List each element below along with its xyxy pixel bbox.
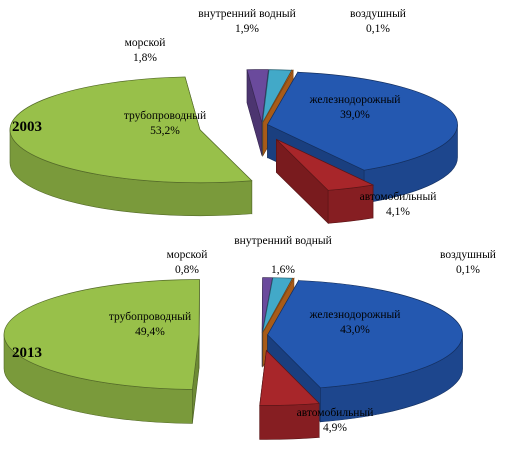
chart-title-2013: 2013 xyxy=(12,345,42,361)
chart-title-2003: 2003 xyxy=(12,119,42,135)
slice-top-rail xyxy=(267,280,463,389)
slice-value-sea-2013: 0,8% xyxy=(175,264,199,276)
slice-label-pipeline-2003: трубопроводный xyxy=(124,110,206,122)
slice-top-pipeline xyxy=(3,279,200,390)
pie-chart-2003 xyxy=(9,69,458,225)
slice-top-air xyxy=(262,69,294,123)
slice-label-road-2003: автомобильный xyxy=(360,191,437,203)
slice-top-road xyxy=(276,139,375,191)
slice-label-rail-2003: железнодорожный xyxy=(309,94,401,106)
slice-value-sea-2003: 1,8% xyxy=(133,52,157,64)
slice-value-air-2013: 0,1% xyxy=(456,264,480,276)
slice-label-pipeline-2013: трубопроводный xyxy=(109,311,191,323)
slice-label-road-2013: автомобильный xyxy=(297,407,374,419)
slice-label-sea-2013: морской xyxy=(167,249,208,261)
slice-top-sea xyxy=(246,69,269,123)
slice-road xyxy=(276,138,375,225)
slice-value-pipeline-2013: 49,4% xyxy=(135,326,165,338)
slice-value-rail-2013: 43,0% xyxy=(340,324,370,336)
slice-value-road-2003: 4,1% xyxy=(386,206,410,218)
pie-chart-2013 xyxy=(3,277,463,440)
slice-label-inland-water-2003: внутренний водный xyxy=(198,8,296,20)
slice-value-road-2013: 4,9% xyxy=(323,422,347,434)
slice-top-rail xyxy=(267,71,458,171)
slice-label-rail-2013: железнодорожный xyxy=(309,309,401,321)
slice-value-inland-water-2013: 1,6% xyxy=(271,264,295,276)
slice-pipeline xyxy=(3,279,200,424)
slice-label-air-2013: воздушный xyxy=(440,249,496,261)
slice-label-inland-water-2013: внутренний водный xyxy=(234,235,332,247)
slice-label-air-2003: воздушный xyxy=(350,8,406,20)
slice-label-inland-water-2013-part: внутренний водный xyxy=(234,235,332,247)
slice-top-sea xyxy=(261,277,273,333)
slice-value-inland-water-2003: 1,9% xyxy=(235,23,259,35)
slice-label-sea-2003: морской xyxy=(125,37,166,49)
slice-rail xyxy=(267,279,463,423)
slice-top-pipeline xyxy=(9,76,253,184)
slice-top-road xyxy=(259,349,320,406)
slice-value-air-2003: 0,1% xyxy=(366,23,390,35)
slice-pipeline xyxy=(9,76,253,217)
slice-value-rail-2003: 39,0% xyxy=(340,109,370,121)
slice-value-pipeline-2003: 53,2% xyxy=(150,125,180,137)
slice-road xyxy=(259,349,320,440)
slice-top-air xyxy=(262,277,295,333)
